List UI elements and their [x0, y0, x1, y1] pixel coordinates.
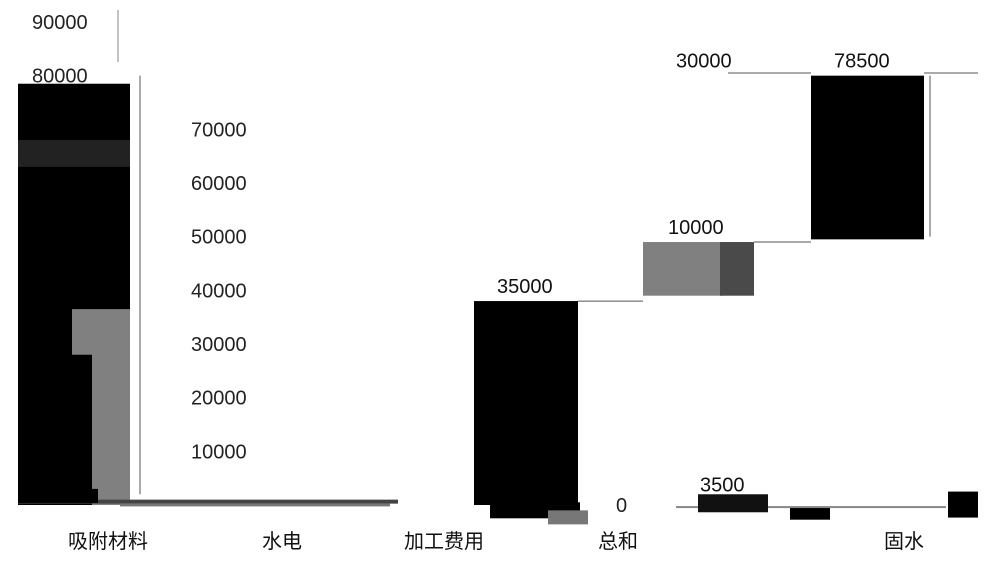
- bar-step-light: [643, 242, 723, 296]
- category-labels: 吸附材料 水电 加工费用 总和 固水: [68, 530, 924, 553]
- category-label: 吸附材料: [68, 530, 148, 553]
- y-tick-label: 60000: [191, 173, 247, 195]
- bar-final: [811, 75, 924, 240]
- bar-step-dark: [720, 242, 754, 296]
- data-label: 78500: [834, 51, 890, 73]
- data-label: 3500: [700, 475, 745, 497]
- bar-left-band: [18, 140, 130, 167]
- baseline-strip-6: [790, 507, 830, 520]
- baseline-strip-5: [548, 510, 588, 525]
- y-axis-ticks: 90000 80000 70000 60000 50000 40000 30000 20000…: [32, 12, 627, 517]
- baseline-strip-7: [948, 491, 978, 518]
- category-label: 加工费用: [404, 530, 484, 553]
- baseline-strip-9: [698, 494, 768, 513]
- baseline-strip-8: [676, 506, 946, 509]
- chart-marks: [18, 10, 978, 525]
- y-tick-label: 30000: [191, 334, 247, 356]
- category-label: 总和: [598, 530, 638, 553]
- y-tick-label: 0: [616, 495, 627, 517]
- data-label: 30000: [676, 51, 732, 73]
- category-label: 固水: [884, 530, 924, 553]
- data-label: 10000: [668, 217, 724, 239]
- baseline-strip-3: [18, 488, 98, 503]
- y-tick-label: 20000: [191, 388, 247, 410]
- bar-sum: [474, 301, 578, 505]
- data-labels: 3500 10000 30000 35000 78500: [497, 51, 890, 497]
- y-tick-label: 10000: [191, 441, 247, 463]
- bar-left-base: [18, 354, 92, 505]
- y-tick-label: 80000: [32, 66, 88, 88]
- y-tick-label: 40000: [191, 280, 247, 302]
- baseline-strip-2: [120, 503, 390, 507]
- baseline-strip-1: [18, 499, 398, 504]
- data-label: 35000: [497, 276, 553, 298]
- y-tick-label: 70000: [191, 119, 247, 141]
- category-label: 水电: [262, 530, 302, 553]
- y-tick-label: 50000: [191, 227, 247, 249]
- y-tick-label: 90000: [32, 12, 88, 34]
